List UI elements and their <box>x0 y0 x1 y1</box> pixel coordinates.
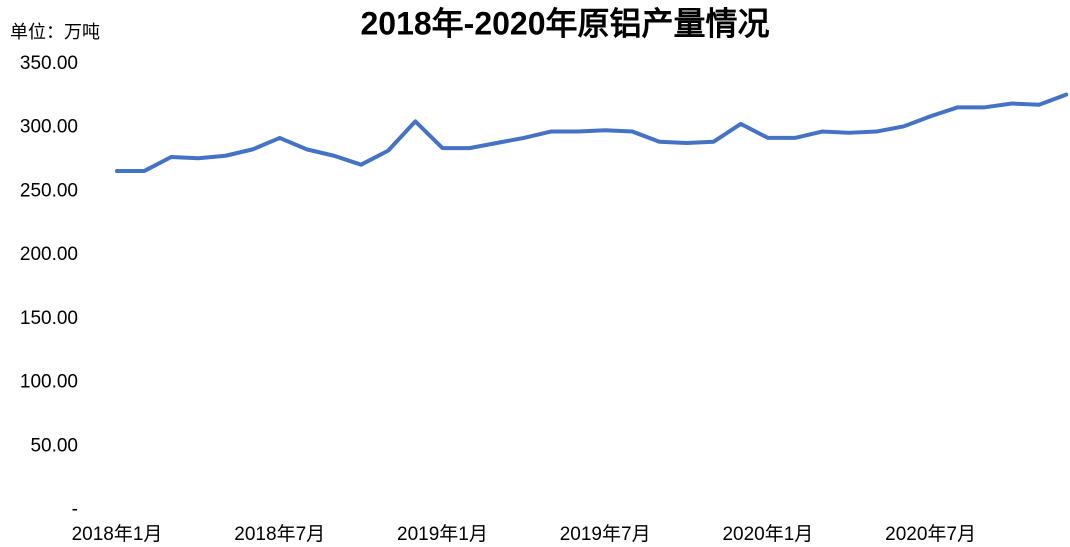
chart-title: 2018年-2020年原铝产量情况 <box>360 5 769 41</box>
unit-label: 单位：万吨 <box>10 22 100 42</box>
x-tick-label: 2020年7月 <box>885 523 976 545</box>
y-tick-label: 350.00 <box>20 53 78 74</box>
y-tick-label: 200.00 <box>20 244 78 265</box>
y-tick-label: 150.00 <box>20 308 78 329</box>
y-tick-label: - <box>72 499 78 520</box>
y-tick-label: 100.00 <box>20 372 78 393</box>
x-tick-label: 2019年1月 <box>397 523 488 545</box>
y-tick-label: 300.00 <box>20 117 78 138</box>
x-tick-label: 2019年7月 <box>560 523 651 545</box>
y-tick-label: 250.00 <box>20 180 78 201</box>
line-series <box>115 92 1069 174</box>
x-tick-label: 2018年1月 <box>72 523 163 545</box>
x-tick-label: 2018年7月 <box>234 523 325 545</box>
y-tick-label: 50.00 <box>30 435 78 456</box>
x-tick-label: 2020年1月 <box>722 523 813 545</box>
